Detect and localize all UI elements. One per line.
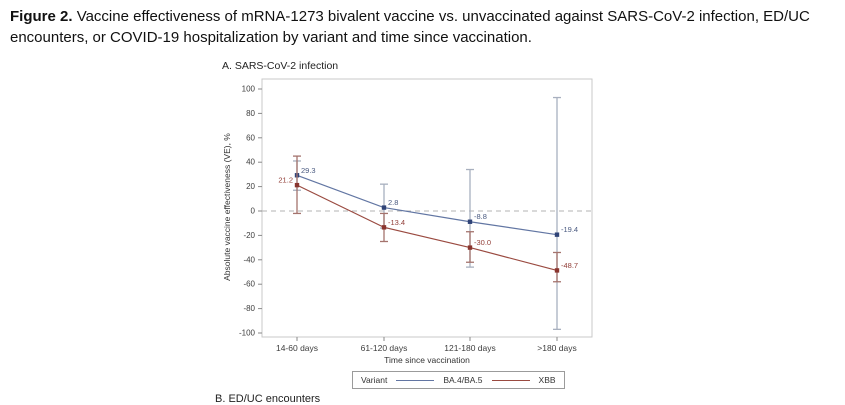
x-tick-label: >180 days [537,343,576,353]
data-point-label: -48.7 [561,261,578,270]
legend-label-xbb: XBB [538,375,556,385]
data-point [381,225,387,230]
y-tick-label: -80 [243,304,255,313]
data-point [554,232,560,237]
data-point-label: -19.4 [561,225,578,234]
chart-legend: Variant BA.4/BA.5 XBB [352,371,565,389]
x-tick-label: 14-60 days [276,343,318,353]
y-tick-label: -60 [243,280,255,289]
legend-line-xbb [491,379,530,381]
data-point [294,182,300,188]
data-point-label: 29.3 [301,166,316,175]
data-point-label: 21.2 [278,176,293,185]
data-point-label: 2.8 [388,198,398,207]
y-tick-label: 20 [246,182,255,191]
data-point-label: -8.8 [474,212,487,221]
y-tick-label: 60 [246,133,255,142]
series-line [296,184,558,271]
legend-label-ba4ba5: BA.4/BA.5 [443,375,483,385]
legend-line-ba4ba5 [396,379,435,381]
series-line [296,174,558,236]
panel-a-title: A. SARS-CoV-2 infection [222,60,339,72]
figure-caption-label: Figure 2. [10,8,73,25]
data-point [467,219,473,224]
y-tick-label: 40 [246,158,255,167]
data-point [381,205,387,210]
figure-caption-text: Vaccine effectiveness of mRNA-1273 bival… [10,8,810,46]
y-tick-label: -100 [239,329,256,338]
plot-frame [261,78,593,338]
y-tick-label: 100 [242,85,256,94]
chart-plot: 100 80 60 40 20 0 -20 -40 -60 -80 -100 14-60 days 61… [239,78,593,353]
data-point-label: -30.0 [474,238,491,247]
x-tick-label: 121-180 days [444,343,496,353]
x-axis-title: Time since vaccination [384,355,470,365]
figure-caption: Figure 2. Vaccine effectiveness of mRNA-… [10,6,830,48]
panel-b-title: B. ED/UC encounters [215,393,321,405]
legend-title: Variant [361,375,388,385]
y-tick-label: 0 [251,207,256,216]
data-point-label: -13.4 [388,218,405,227]
data-point [554,268,560,273]
x-tick-label: 61-120 days [361,343,408,353]
data-point [467,245,473,250]
y-tick-label: -20 [243,231,255,240]
y-tick-label: -40 [243,255,255,264]
y-tick-label: 80 [246,109,255,118]
